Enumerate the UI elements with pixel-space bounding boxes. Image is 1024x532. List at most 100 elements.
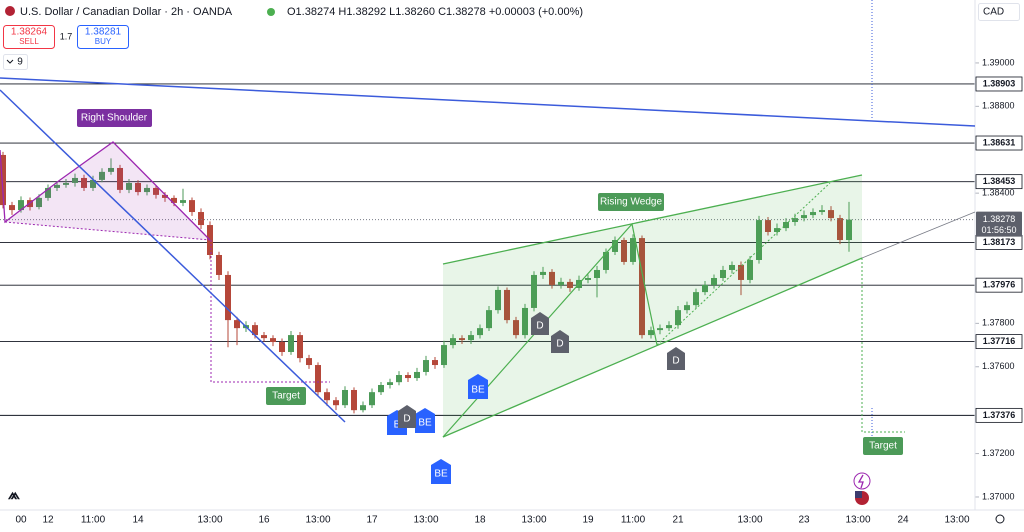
candle-body: [117, 167, 123, 190]
candle-body: [252, 325, 258, 336]
level-label-box: [975, 407, 1023, 423]
label-box: [266, 387, 306, 405]
candle-body: [396, 375, 402, 383]
candle-body: [738, 264, 744, 280]
label-box: [598, 193, 664, 211]
x-tick-label: 19: [582, 515, 594, 526]
logo: ⩕: [7, 486, 20, 503]
candle-body: [702, 284, 708, 293]
candle-body: [684, 305, 690, 311]
level-label: 1.38173: [983, 237, 1016, 247]
candle-body: [324, 392, 330, 401]
candle-body: [414, 371, 420, 379]
candle-body: [774, 228, 780, 232]
candle-body: [0, 154, 6, 206]
pattern-fill: [5, 142, 210, 240]
candle-body: [828, 210, 834, 219]
candle-body: [351, 389, 357, 411]
level-label-box: [975, 174, 1023, 190]
candle-body: [288, 335, 294, 353]
settings-icon[interactable]: [995, 514, 1005, 524]
candle-body: [270, 338, 276, 343]
y-tick-label: 1.37600: [982, 361, 1015, 371]
x-tick-label: 17: [366, 515, 378, 526]
candle-body: [495, 289, 501, 311]
candle-body: [711, 278, 717, 285]
marker-label: B: [394, 420, 401, 431]
price-labels: 1.38903 1.38631 1.38453 1.38173 1.37976 1.377…: [975, 76, 1023, 423]
status-dot: [267, 8, 275, 16]
candle-body: [621, 240, 627, 262]
extension-line: [861, 211, 976, 259]
candle-body: [207, 225, 213, 255]
x-tick-label: 13:00: [737, 515, 762, 526]
x-tick-label: 14: [132, 515, 144, 526]
buy-price: 1.38281: [85, 27, 122, 38]
plot-area: 1.37000 1.37200 1.37600 1.37800 1.38400 1.388…: [0, 57, 1015, 526]
candle-body: [657, 328, 663, 331]
candle-body: [405, 375, 411, 379]
marker-label: D: [556, 339, 563, 350]
level-label: 1.38453: [983, 176, 1016, 186]
trend-line: [0, 77, 976, 127]
spread: 1.7: [60, 31, 73, 41]
annotations: Right Shoulder Rising Wedge Target Targe…: [7, 109, 903, 505]
candle-body: [216, 255, 222, 275]
candle-body: [342, 389, 348, 406]
candle-body: [108, 167, 114, 172]
candle-body: [585, 278, 591, 280]
candle-body: [54, 184, 60, 188]
y-tick-label: 1.37000: [982, 491, 1015, 501]
candle-body: [477, 328, 483, 336]
trend-line: [0, 89, 346, 423]
candle-body: [639, 238, 645, 336]
marker: [531, 312, 549, 335]
candle-body: [459, 338, 465, 341]
x-tick-label: 13:00: [845, 515, 870, 526]
flag-icon: [5, 6, 15, 16]
candle-body: [99, 171, 105, 180]
marker-label: D: [403, 414, 410, 425]
buy-button[interactable]: [77, 25, 129, 49]
candle-body: [720, 269, 726, 279]
event-icon: [857, 474, 864, 489]
marker: [551, 330, 569, 353]
pattern-line: [0, 141, 211, 241]
marker: [415, 408, 435, 433]
marker-label: BE: [471, 385, 485, 396]
x-tick-label: 16: [258, 515, 270, 526]
y-tick-label: 1.38400: [982, 188, 1015, 198]
candle-body: [81, 177, 87, 188]
candle-body: [846, 219, 852, 241]
x-tick-label: 12: [42, 515, 54, 526]
candle-body: [693, 292, 699, 306]
candle-body: [171, 197, 177, 203]
drawings: [0, 0, 976, 440]
marker: [468, 374, 488, 399]
candle-body: [756, 220, 762, 260]
x-tick-label: 24: [897, 515, 909, 526]
indicator-toggle[interactable]: [3, 54, 28, 70]
candle-body: [234, 320, 240, 329]
level-label: 1.37376: [983, 410, 1016, 420]
candle-body: [126, 182, 132, 190]
sell-button[interactable]: [3, 25, 55, 49]
level-label-box: [975, 76, 1023, 92]
candle-body: [504, 289, 510, 321]
candle-body: [729, 264, 735, 270]
candle-body: [630, 238, 636, 262]
candle-body: [144, 187, 150, 193]
ohlc: O1.38274 H1.38292 L1.38260 C1.38278 +0.0…: [287, 6, 583, 18]
event-icon[interactable]: [853, 472, 871, 490]
countdown: 01:56:50: [981, 225, 1016, 235]
candle-body: [18, 200, 24, 211]
candle-body: [468, 335, 474, 341]
x-tick-label: 23: [798, 515, 810, 526]
level-label: 1.38903: [983, 78, 1016, 88]
currency-box[interactable]: [978, 3, 1020, 21]
wedge-line: [442, 174, 863, 265]
candle-body: [522, 307, 528, 336]
candle-body: [594, 269, 600, 279]
sell-label: SELL: [19, 37, 39, 46]
